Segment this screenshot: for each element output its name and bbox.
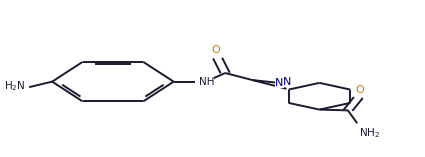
Text: O: O (356, 85, 365, 95)
Text: N: N (283, 77, 292, 87)
Text: NH$_2$: NH$_2$ (359, 126, 380, 140)
Text: NH: NH (199, 77, 214, 87)
Text: N: N (275, 78, 283, 88)
Text: H$_2$N: H$_2$N (4, 79, 26, 93)
Text: O: O (211, 45, 220, 55)
